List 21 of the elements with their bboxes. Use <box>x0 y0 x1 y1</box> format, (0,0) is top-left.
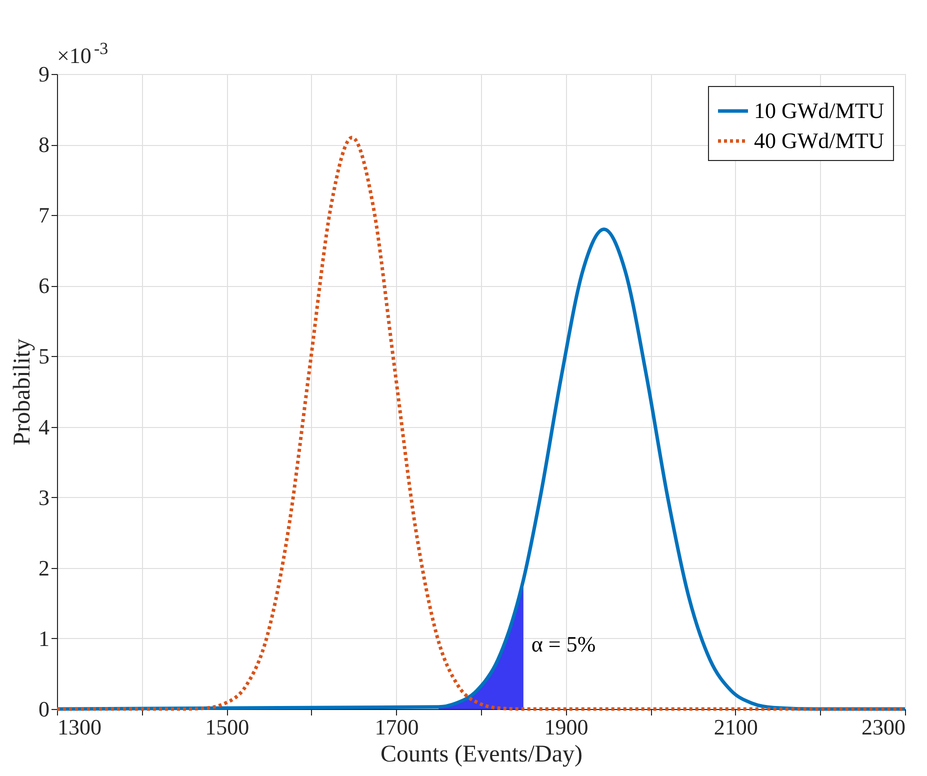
y-tick-label: 7 <box>38 202 50 228</box>
x-tick-label: 1300 <box>58 714 102 740</box>
y-tick-label: 8 <box>38 132 50 158</box>
y-axis-title: Probability <box>10 338 36 446</box>
legend-label: 40 GWd/MTU <box>754 128 884 153</box>
y-tick-label: 5 <box>38 344 50 369</box>
y-tick-label: 3 <box>38 484 50 510</box>
y-tick-label: 4 <box>38 414 50 440</box>
y-tick-label: 6 <box>38 273 50 298</box>
x-tick-label: 2300 <box>862 714 906 740</box>
x-tick-label: 1500 <box>205 714 250 740</box>
y-tick-label: 9 <box>38 62 50 86</box>
y-tick-label: 0 <box>38 696 50 722</box>
annotation: α = 5% <box>531 631 596 656</box>
x-tick-label: 1700 <box>374 714 419 740</box>
x-tick-label: 2100 <box>714 714 758 740</box>
y-tick-label: 1 <box>38 626 50 651</box>
y-tick-label: 2 <box>38 555 50 580</box>
x-tick-label: 1900 <box>544 714 588 740</box>
x-axis-title: Counts (Events/Day) <box>380 742 582 768</box>
legend-label: 10 GWd/MTU <box>754 98 884 123</box>
